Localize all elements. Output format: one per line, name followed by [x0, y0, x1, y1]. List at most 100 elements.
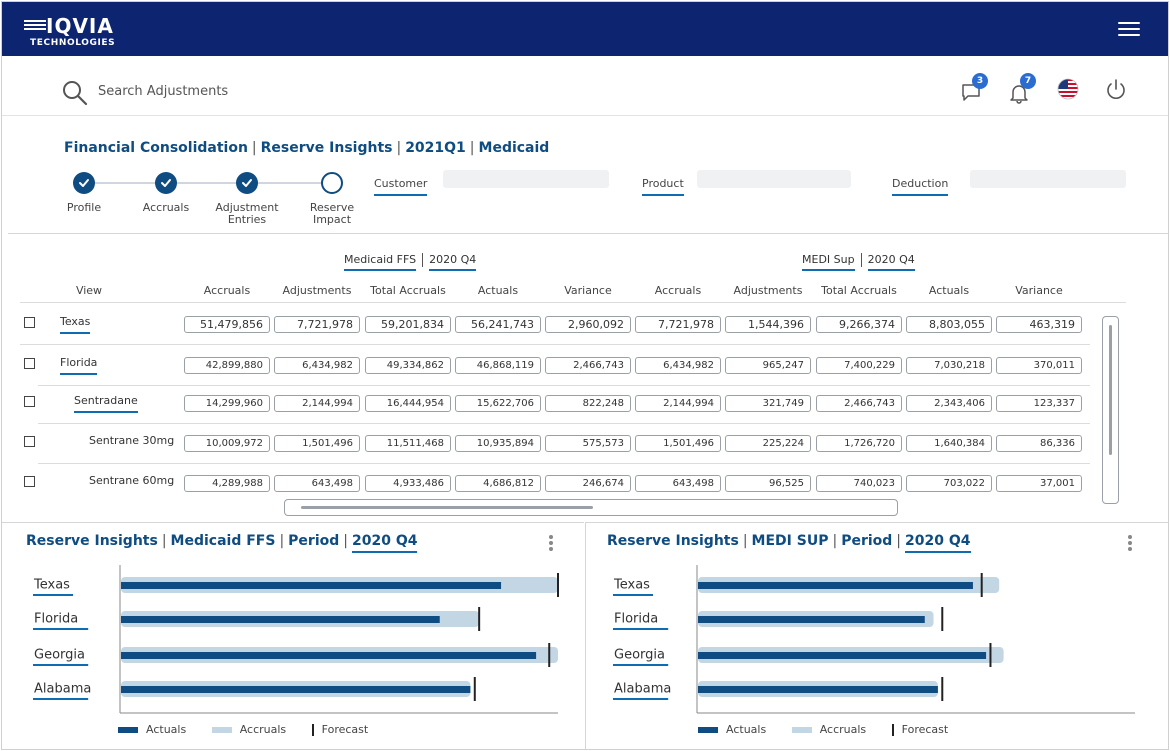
value-cell[interactable]: 6,434,982 — [635, 357, 721, 374]
table-row[interactable]: Sentradane 14,299,960 2,144,994 16,444,954 1… — [20, 384, 1090, 424]
column-header[interactable]: Accruals — [203, 284, 251, 297]
table-row[interactable]: Sentrane 30mg 10,009,972 1,501,496 11,511,4… — [20, 424, 1090, 464]
panel-title-item[interactable]: Period — [288, 533, 340, 549]
row-name[interactable]: Texas — [60, 315, 91, 334]
row-checkbox[interactable] — [24, 476, 35, 487]
value-cell[interactable]: 4,933,486 — [365, 475, 451, 492]
step-adjustment-entries[interactable]: Adjustment Entries — [207, 172, 287, 226]
breadcrumb-item[interactable]: Financial Consolidation — [64, 140, 248, 156]
value-cell[interactable]: 16,444,954 — [365, 395, 451, 412]
column-header[interactable]: Actuals — [477, 284, 519, 297]
value-cell[interactable]: 7,400,229 — [816, 357, 902, 374]
panel-period[interactable]: 2020 Q4 — [905, 533, 971, 553]
messages-button[interactable]: 3 — [958, 73, 988, 104]
value-cell[interactable]: 2,144,994 — [274, 395, 360, 412]
value-cell[interactable]: 7,721,978 — [635, 316, 721, 333]
panel-title-item[interactable]: MEDI SUP — [751, 533, 829, 549]
value-cell[interactable]: 321,749 — [725, 395, 811, 412]
table-row[interactable]: Florida 42,899,880 6,434,982 49,334,862 46,8… — [20, 346, 1090, 386]
step-reserve-impact[interactable]: Reserve Impact — [292, 172, 372, 226]
value-cell[interactable]: 246,674 — [545, 475, 631, 492]
value-cell[interactable]: 8,803,055 — [906, 316, 992, 333]
breadcrumb-item[interactable]: Medicaid — [478, 140, 550, 156]
product-filter[interactable]: Product — [642, 172, 684, 196]
value-cell[interactable]: 2,960,092 — [545, 316, 631, 333]
value-cell[interactable]: 703,022 — [906, 475, 992, 492]
value-cell[interactable]: 7,721,978 — [274, 316, 360, 333]
column-header[interactable]: Variance — [1015, 284, 1063, 297]
value-cell[interactable]: 49,334,862 — [365, 357, 451, 374]
value-cell[interactable]: 10,935,894 — [455, 435, 541, 452]
value-cell[interactable]: 370,011 — [996, 357, 1082, 374]
value-cell[interactable]: 37,001 — [996, 475, 1082, 492]
value-cell[interactable]: 965,247 — [725, 357, 811, 374]
breadcrumb-item[interactable]: Reserve Insights — [260, 140, 393, 156]
value-cell[interactable]: 643,498 — [635, 475, 721, 492]
more-options-icon[interactable] — [549, 535, 555, 553]
row-checkbox[interactable] — [24, 358, 35, 369]
customer-filter[interactable]: Customer — [374, 172, 428, 196]
value-cell[interactable]: 225,224 — [725, 435, 811, 452]
search-icon[interactable] — [62, 80, 88, 106]
column-header[interactable]: Accruals — [654, 284, 702, 297]
value-cell[interactable]: 15,622,706 — [455, 395, 541, 412]
value-cell[interactable]: 2,343,406 — [906, 395, 992, 412]
value-cell[interactable]: 46,868,119 — [455, 357, 541, 374]
value-cell[interactable]: 1,726,720 — [816, 435, 902, 452]
value-cell[interactable]: 9,266,374 — [816, 316, 902, 333]
breadcrumb-item[interactable]: 2021Q1 — [405, 140, 466, 156]
value-cell[interactable]: 123,337 — [996, 395, 1082, 412]
scrollbar-thumb[interactable] — [1109, 325, 1112, 455]
more-options-icon[interactable] — [1128, 535, 1134, 553]
row-checkbox[interactable] — [24, 396, 35, 407]
column-header[interactable]: Adjustments — [282, 284, 352, 297]
customer-select[interactable] — [443, 170, 609, 188]
value-cell[interactable]: 96,525 — [725, 475, 811, 492]
value-cell[interactable]: 1,501,496 — [274, 435, 360, 452]
column-header[interactable]: Total Accruals — [370, 284, 446, 297]
value-cell[interactable]: 59,201,834 — [365, 316, 451, 333]
value-cell[interactable]: 14,299,960 — [184, 395, 270, 412]
group-period[interactable]: 2020 Q4 — [867, 253, 915, 271]
value-cell[interactable]: 4,289,988 — [184, 475, 270, 492]
value-cell[interactable]: 86,336 — [996, 435, 1082, 452]
deduction-select[interactable] — [970, 170, 1126, 188]
value-cell[interactable]: 2,144,994 — [635, 395, 721, 412]
value-cell[interactable]: 42,899,880 — [184, 357, 270, 374]
value-cell[interactable]: 822,248 — [545, 395, 631, 412]
scrollbar-thumb[interactable] — [301, 506, 593, 509]
column-header[interactable]: Actuals — [928, 284, 970, 297]
panel-title-item[interactable]: Medicaid FFS — [170, 533, 276, 549]
value-cell[interactable]: 4,686,812 — [455, 475, 541, 492]
horizontal-scrollbar[interactable] — [284, 499, 898, 516]
step-profile[interactable]: Profile — [44, 172, 124, 214]
product-select[interactable] — [697, 170, 851, 188]
logout-button[interactable] — [1104, 78, 1130, 104]
panel-title-item[interactable]: Reserve Insights — [607, 533, 739, 549]
language-button[interactable] — [1056, 78, 1082, 104]
row-name[interactable]: Sentradane — [74, 394, 138, 413]
column-header[interactable]: Variance — [564, 284, 612, 297]
value-cell[interactable]: 1,501,496 — [635, 435, 721, 452]
row-name[interactable]: Florida — [60, 356, 98, 375]
step-accruals[interactable]: Accruals — [126, 172, 206, 214]
value-cell[interactable]: 575,573 — [545, 435, 631, 452]
row-checkbox[interactable] — [24, 317, 35, 328]
column-header[interactable]: Total Accruals — [821, 284, 897, 297]
notifications-button[interactable]: 7 — [1006, 73, 1036, 104]
value-cell[interactable]: 643,498 — [274, 475, 360, 492]
column-header[interactable]: Adjustments — [733, 284, 803, 297]
value-cell[interactable]: 2,466,743 — [816, 395, 902, 412]
table-row[interactable]: Sentrane 60mg 4,289,988 643,498 4,933,486 4,… — [20, 464, 1090, 504]
value-cell[interactable]: 463,319 — [996, 316, 1082, 333]
value-cell[interactable]: 7,030,218 — [906, 357, 992, 374]
row-checkbox[interactable] — [24, 436, 35, 447]
group-name[interactable]: Medicaid FFS — [344, 253, 417, 271]
value-cell[interactable]: 56,241,743 — [455, 316, 541, 333]
value-cell[interactable]: 1,544,396 — [725, 316, 811, 333]
value-cell[interactable]: 2,466,743 — [545, 357, 631, 374]
column-header-view[interactable]: View — [75, 284, 103, 297]
search-input[interactable] — [98, 80, 398, 102]
table-row[interactable]: Texas 51,479,856 7,721,978 59,201,834 56,241… — [20, 305, 1090, 345]
panel-title-item[interactable]: Reserve Insights — [26, 533, 158, 549]
